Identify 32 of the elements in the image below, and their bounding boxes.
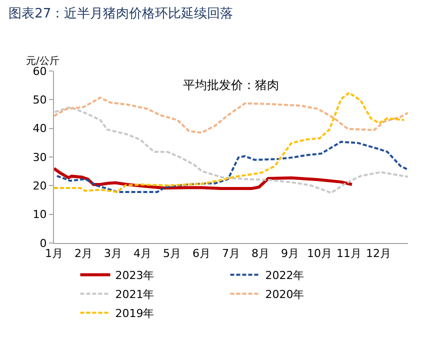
y-tick-label: 20 <box>32 180 47 193</box>
x-tick-label: 7月 <box>222 247 240 260</box>
chart-title: 图表27：近半月猪肉价格环比延续回落 <box>8 6 234 22</box>
y-axis-title: 元/公斤 <box>26 55 60 67</box>
x-tick-label: 1月 <box>45 247 63 260</box>
line-series <box>54 166 354 190</box>
y-tick-label: 0 <box>40 236 47 250</box>
y-tick-label: 30 <box>32 150 47 164</box>
x-tick-label: 5月 <box>163 247 181 260</box>
line-series <box>56 140 408 193</box>
legend-label: 2021年 <box>115 288 154 301</box>
x-tick-label: 3月 <box>104 247 122 260</box>
line-series <box>54 92 406 193</box>
legend-label: 2019年 <box>115 306 154 320</box>
text: 平均批发价：猪肉 <box>183 78 279 92</box>
x-tick-label: 8月 <box>252 247 270 260</box>
y-tick-label: 50 <box>32 94 47 107</box>
x-tick-label: 4月 <box>134 247 152 260</box>
line-series <box>54 96 408 134</box>
legend-label: 2022年 <box>265 268 304 282</box>
x-tick-label: 6月 <box>192 247 210 260</box>
x-tick-label: 2月 <box>74 247 92 260</box>
legend-label: 2023年 <box>115 268 154 282</box>
x-tick-label: 11月 <box>336 247 362 260</box>
y-tick-label: 10 <box>32 208 47 222</box>
y-tick-label: 40 <box>32 122 47 136</box>
legend-label: 2020年 <box>265 288 304 301</box>
x-tick-label: 9月 <box>281 247 299 260</box>
line-series <box>54 106 408 194</box>
y-tick-label: 60 <box>32 64 47 78</box>
x-tick-label: 10月 <box>307 247 332 260</box>
x-tick-label: 12月 <box>366 247 391 260</box>
